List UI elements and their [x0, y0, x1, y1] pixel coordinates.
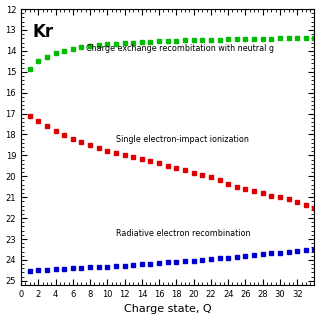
- Text: Radiative electron recombination: Radiative electron recombination: [116, 229, 251, 238]
- Text: Single electron-impact ionization: Single electron-impact ionization: [116, 135, 249, 144]
- Text: Charge exchange recombitation with neutral g: Charge exchange recombitation with neutr…: [86, 44, 274, 52]
- Text: Kr: Kr: [33, 23, 54, 41]
- X-axis label: Charge state, Q: Charge state, Q: [124, 304, 212, 315]
